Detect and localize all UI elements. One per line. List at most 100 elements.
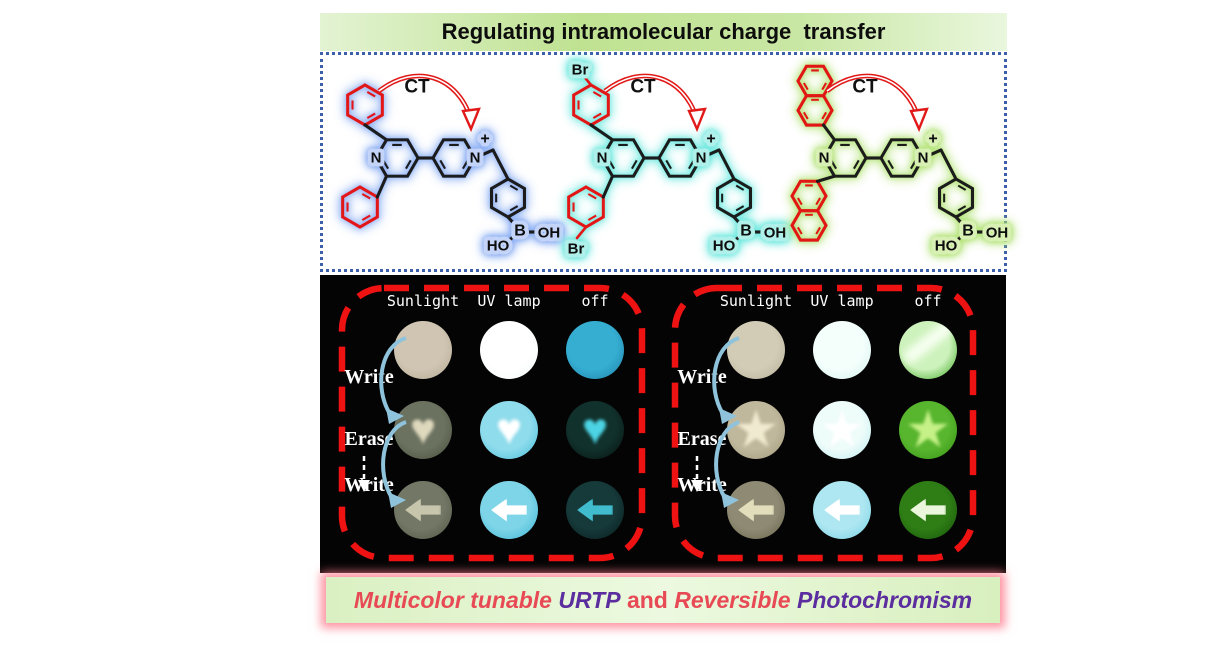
footer-segment: Photochromism	[797, 586, 973, 613]
ct-arrow-inner	[378, 75, 472, 120]
bond	[821, 123, 837, 142]
sample-disc: ♥	[480, 401, 538, 459]
bond	[731, 235, 741, 244]
write-erase-arrows	[358, 336, 407, 508]
ct-label: CT	[630, 77, 656, 98]
footer-segment: Reversible	[674, 586, 791, 613]
column-headers: Sunlight UV lamp off	[713, 292, 971, 310]
double-bond	[439, 159, 447, 170]
bond	[589, 123, 615, 142]
double-bond	[361, 192, 371, 200]
left-arrow-shape	[491, 498, 527, 522]
pyridine-n-label: N	[371, 150, 382, 167]
arrowhead-icon	[388, 492, 406, 508]
double-bond	[802, 82, 809, 91]
left-arrow-shape	[577, 498, 613, 522]
pyridinium-n-label: N	[696, 150, 707, 167]
footer-segment: URTP	[558, 586, 621, 613]
double-bond	[687, 159, 695, 170]
arrowhead-icon	[719, 408, 737, 424]
sample-group-right: Sunlight UV lamp off ★ ★ ★ Write Erase Wri…	[669, 282, 979, 564]
benzene-ring	[790, 209, 828, 242]
sample-disc: ★	[899, 401, 957, 459]
structures-box: N N + B OH HO N N + B OH HO Br Br N N + B OH HO CT CT CT	[320, 52, 1012, 272]
ct-label: CT	[404, 77, 430, 98]
column-header-sunlight: Sunlight	[719, 292, 793, 310]
sample-disc	[899, 481, 957, 539]
footer-segment: and	[620, 586, 675, 613]
double-bond	[509, 205, 519, 212]
sample-disc	[480, 481, 538, 539]
pyridine-n-label: N	[597, 150, 608, 167]
double-bond	[735, 205, 745, 212]
bond	[505, 235, 515, 244]
double-bond	[815, 197, 822, 206]
ct-arrowhead-icon	[461, 107, 481, 133]
oh-label: OH	[764, 225, 787, 242]
ct-arrow-2: CT	[603, 73, 707, 133]
double-bond	[366, 90, 376, 98]
double-bond	[608, 159, 616, 170]
double-bond	[461, 159, 469, 170]
sample-disc: ♥	[394, 401, 452, 459]
graphical-abstract: Regulating intramolecular charge transfe…	[320, 13, 1012, 625]
double-bond	[821, 111, 828, 120]
arrowhead-icon	[721, 492, 739, 508]
double-bond	[509, 184, 519, 191]
oh-label: OH	[538, 225, 561, 242]
benzene-ring	[822, 138, 868, 178]
row-label-erase: Erase	[677, 428, 727, 450]
structure-naphthyl: N N + B OH HO	[790, 64, 1012, 259]
bond	[953, 235, 963, 244]
double-bond	[821, 82, 828, 91]
star-shape: ★	[904, 401, 952, 459]
ct-arrow-3: CT	[825, 73, 929, 133]
double-bond	[361, 214, 371, 222]
double-bond	[852, 159, 860, 170]
row-label-write-2: Write	[677, 474, 727, 496]
row-label-erase: Erase	[344, 428, 394, 450]
heart-shape: ♥	[495, 405, 523, 454]
sample-grid: ★ ★ ★	[713, 310, 971, 550]
sample-disc: ♥	[566, 401, 624, 459]
pyridinium-n-label: N	[918, 150, 929, 167]
column-header-uv-lamp: UV lamp	[477, 292, 541, 310]
star-shape: ★	[732, 401, 780, 459]
bond	[939, 148, 958, 181]
column-header-sunlight: Sunlight	[386, 292, 460, 310]
double-bond	[796, 197, 803, 206]
double-bond	[957, 205, 967, 212]
sample-disc	[727, 481, 785, 539]
dashed-arrowhead-icon	[358, 480, 370, 492]
oh-label: OH	[986, 225, 1009, 242]
plus-charge-label: +	[706, 131, 715, 148]
sample-disc	[480, 321, 538, 379]
bond	[575, 225, 588, 240]
bond	[921, 148, 943, 160]
sample-disc	[727, 321, 785, 379]
ct-arrowhead-icon	[909, 107, 929, 133]
column-header-off: off	[581, 292, 609, 310]
double-bond	[735, 184, 745, 191]
footer-banner: Multicolor tunable URTP and Reversible P…	[326, 577, 1000, 623]
double-bond	[587, 192, 597, 200]
row-label-write-2: Write	[344, 474, 394, 496]
bond	[717, 148, 736, 181]
star-shape: ★	[818, 401, 866, 459]
structure-phenyl: N N + B OH HO	[341, 83, 564, 259]
double-bond	[887, 159, 895, 170]
bond	[601, 174, 615, 199]
double-bond	[796, 226, 803, 235]
left-arrow-shape	[910, 498, 946, 522]
double-bond	[909, 159, 917, 170]
boron-label: B	[514, 223, 526, 240]
boron-label: B	[962, 223, 974, 240]
double-bond	[592, 90, 602, 98]
plus-charge-label: +	[928, 131, 937, 148]
sample-disc	[566, 481, 624, 539]
bond	[580, 72, 593, 87]
left-arrow-shape	[824, 498, 860, 522]
double-bond	[802, 111, 809, 120]
sample-disc	[813, 481, 871, 539]
br-label: Br	[572, 62, 589, 79]
